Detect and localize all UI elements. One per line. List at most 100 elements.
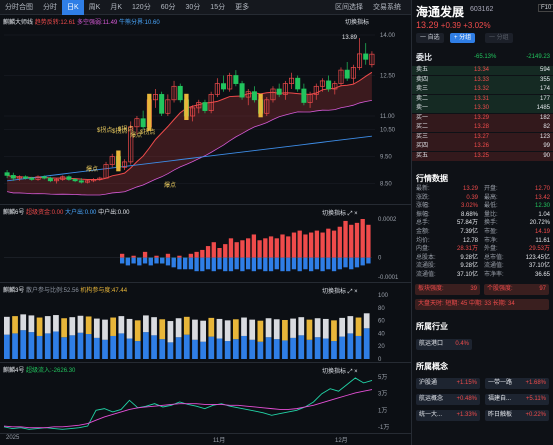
md-value: 13.29 xyxy=(462,186,478,192)
fund-bar xyxy=(165,253,171,258)
md-label: 均价: xyxy=(416,237,430,244)
retail-bar xyxy=(36,317,43,336)
institution-bar xyxy=(298,335,305,359)
retail-bar xyxy=(322,318,329,339)
tab-fenshi[interactable]: 分时 xyxy=(43,3,57,11)
institution-bar xyxy=(282,340,288,359)
fund-bar xyxy=(120,253,125,258)
f10-button[interactable]: F10 xyxy=(538,4,553,12)
switch-indicator-main[interactable]: 切换指标 xyxy=(345,20,370,26)
md-value: 28.31万 xyxy=(456,246,478,253)
tab-monthly-k[interactable]: 月K xyxy=(110,3,123,11)
tab-more[interactable]: 更多 xyxy=(235,3,250,11)
concept-tag[interactable]: 统一大... +1.33% xyxy=(416,410,480,421)
tab-weekly-k[interactable]: 周K xyxy=(88,3,101,11)
tab-120min[interactable]: 120分 xyxy=(132,3,151,11)
institution-bar xyxy=(306,339,313,359)
expand-icon[interactable]: ⤢ xyxy=(347,289,353,295)
institution-bar xyxy=(110,335,117,359)
md-value: 11.61 xyxy=(535,237,550,244)
y-tick-label: 8.50 xyxy=(380,182,392,188)
panel3-retail-ratio: 散户参与比例:52.56 xyxy=(26,288,79,294)
market-data-row: 流通股: 9.28亿 流通值: 37.10亿 xyxy=(412,262,553,271)
tab-30min[interactable]: 30分 xyxy=(185,3,201,11)
fund-bar xyxy=(331,230,337,258)
watchlist-button[interactable]: 一 自选 xyxy=(416,33,444,43)
outflow-bar xyxy=(223,257,228,272)
close-icon[interactable]: × xyxy=(354,289,358,295)
md-value: 7.39亿 xyxy=(460,229,478,235)
y-tick-label: 40 xyxy=(378,331,385,337)
concept-tag[interactable]: 一带一路 +1.68% xyxy=(485,378,549,389)
range-select-button[interactable]: 区间选择 xyxy=(335,4,363,11)
add-group-button[interactable]: + 分组 xyxy=(450,33,476,43)
indicator-panel-4: 麒麟4号 超级流入:-2626.30 切换指标 ⤢ × 5万 3万 1万 -1万 xyxy=(0,363,411,434)
concept-tag[interactable]: 福建自... +5.11% xyxy=(485,394,549,405)
order-volume: 174 xyxy=(539,86,550,92)
outflow-bar xyxy=(303,257,308,270)
md-label: 涨幅: xyxy=(416,203,430,210)
panel2-legend: 麒麟6号 超级资金:0.00 大户出:0.00 中户出:0.00 xyxy=(3,207,129,216)
tab-15min[interactable]: 15分 xyxy=(210,3,226,11)
institution-bar xyxy=(314,337,321,359)
high-price-label: 13.89 xyxy=(342,35,358,41)
retail-bar xyxy=(118,316,125,334)
candle-body xyxy=(233,75,239,84)
panel4-legend: 麒麟4号 超级流入:-2626.30 xyxy=(3,365,75,374)
market-data-row: 涨跌: 0.39 最高: 13.42 xyxy=(412,194,553,203)
retail-bar xyxy=(232,319,239,340)
tab-fenshi-heitu[interactable]: 分时合图 xyxy=(5,3,33,11)
concept-tag[interactable]: 沪股通 +1.15% xyxy=(416,378,480,389)
y-tick-label: 5万 xyxy=(378,374,387,381)
fund-bar xyxy=(200,249,205,258)
tab-60min[interactable]: 60分 xyxy=(160,3,176,11)
fund-bar xyxy=(297,230,302,258)
switch-indicator-3[interactable]: 切换指标 ⤢ × xyxy=(322,289,358,295)
concept-tag[interactable]: 航运概念 +0.48% xyxy=(416,394,480,405)
retail-bar xyxy=(12,316,18,334)
institution-bar xyxy=(232,339,239,359)
concept-tag[interactable]: 昨日触板 +0.22% xyxy=(485,410,549,421)
candle-body xyxy=(344,69,350,79)
outflow-bar xyxy=(240,257,245,272)
trading-system-button[interactable]: 交易系统 xyxy=(373,4,401,11)
outflow-bar xyxy=(263,257,268,272)
remove-group-button[interactable]: 一 分组 xyxy=(485,33,513,43)
fund-bar xyxy=(217,248,222,258)
institution-bar xyxy=(126,338,133,359)
y-tick-label: 20 xyxy=(378,344,385,350)
panel4-name: 麒麟4号 xyxy=(3,368,25,374)
md-label: 市净: xyxy=(484,237,498,244)
fund-bar xyxy=(366,224,371,258)
retail-bar xyxy=(200,320,206,342)
outflow-bar xyxy=(200,257,205,272)
fund-bar xyxy=(246,238,251,258)
y-tick-label: -0.0001 xyxy=(378,275,399,281)
panel2-name: 麒麟6号 xyxy=(3,210,25,216)
outflow-bar xyxy=(228,257,234,272)
retail-bar xyxy=(61,318,67,338)
candle-body xyxy=(91,179,97,182)
institution-bar xyxy=(102,339,108,359)
switch-indicator-2[interactable]: 切换指标 ⤢ × xyxy=(322,211,358,217)
expand-icon[interactable]: ⤢ xyxy=(347,369,353,375)
y-tick-label: 10.50 xyxy=(380,128,396,134)
tab-daily-k[interactable]: 日K xyxy=(62,0,84,15)
outflow-bar xyxy=(183,257,188,270)
expand-icon[interactable]: ⤢ xyxy=(347,211,353,217)
concept-pct: +1.68% xyxy=(525,380,546,386)
institution-bar xyxy=(12,333,18,359)
industry-tag[interactable]: 航运港口 0.4% xyxy=(416,339,472,350)
md-label: 流通股: xyxy=(416,263,436,270)
outflow-bar xyxy=(165,257,171,266)
main-indicator-legend: 麒麟大师线 趋势反转:12.61 多空强弱:11.49 牛熊分界:10.60 xyxy=(3,17,160,26)
close-icon[interactable]: × xyxy=(354,211,358,217)
y-tick-label: 9.50 xyxy=(380,155,392,161)
md-value: 123.45亿 xyxy=(525,254,550,261)
institution-bar xyxy=(257,341,264,359)
candle-body xyxy=(313,85,319,95)
close-icon[interactable]: × xyxy=(354,369,358,375)
bid-row: 买三 13.27 123 xyxy=(412,132,553,142)
candle-body xyxy=(10,175,16,179)
switch-indicator-4[interactable]: 切换指标 ⤢ × xyxy=(322,369,358,375)
